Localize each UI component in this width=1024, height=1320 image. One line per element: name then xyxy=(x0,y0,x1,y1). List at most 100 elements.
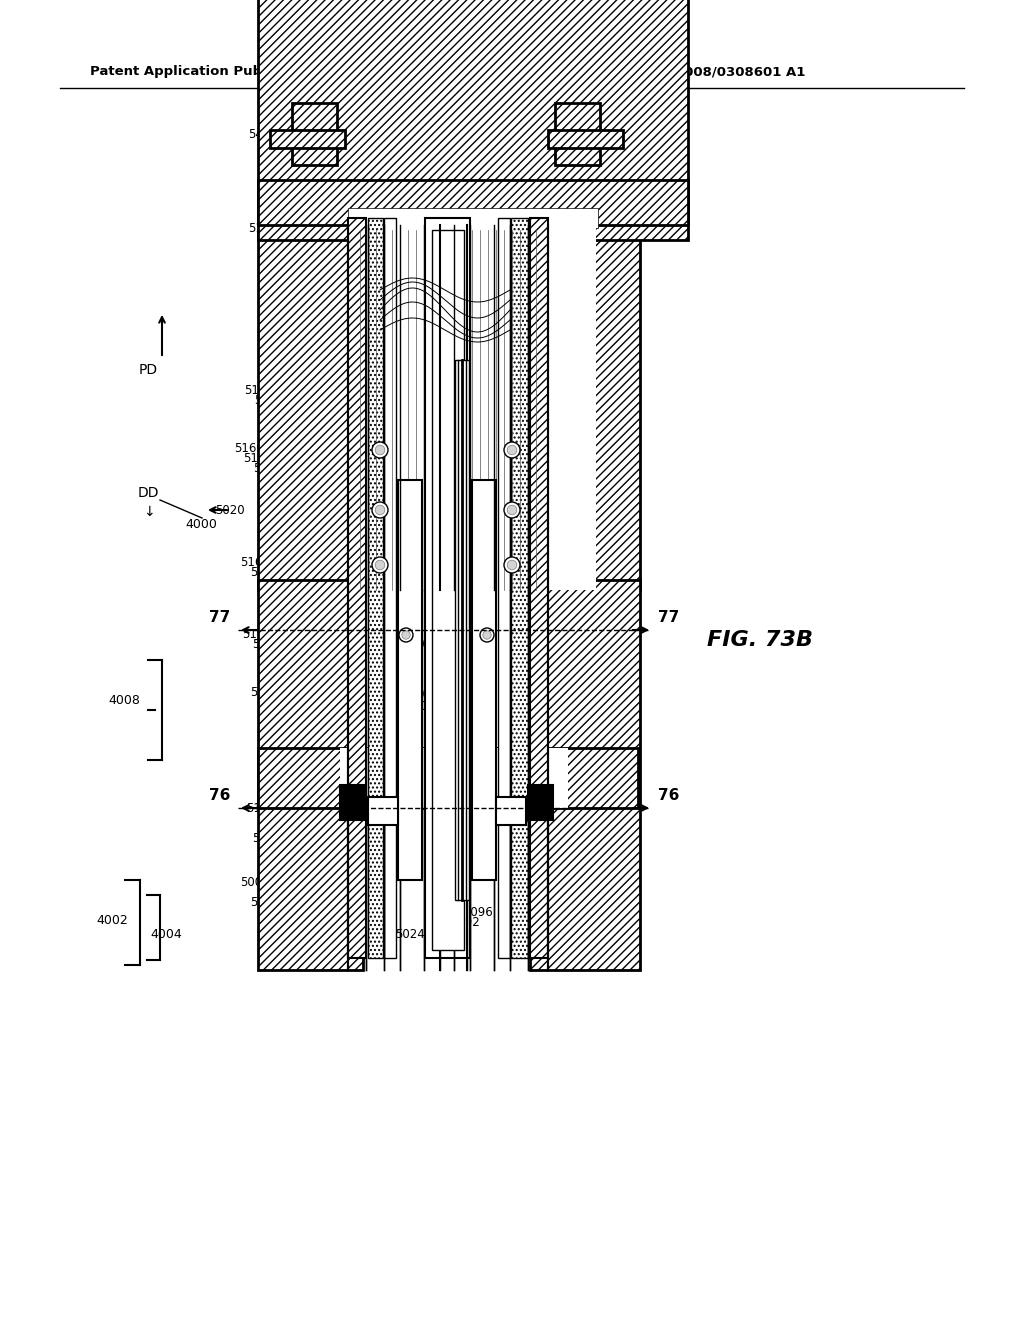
Bar xyxy=(455,360,469,900)
Text: 5164: 5164 xyxy=(547,689,577,701)
Circle shape xyxy=(504,442,520,458)
Bar xyxy=(368,797,398,825)
Text: 5096: 5096 xyxy=(250,895,280,908)
Bar xyxy=(270,129,345,148)
Bar xyxy=(425,218,470,958)
Text: 5122: 5122 xyxy=(562,639,592,652)
Text: 77: 77 xyxy=(658,610,679,624)
Text: 5400: 5400 xyxy=(285,253,314,267)
Circle shape xyxy=(504,502,520,517)
Text: 5021: 5021 xyxy=(565,458,595,471)
Text: 5001: 5001 xyxy=(252,832,282,845)
Circle shape xyxy=(375,560,385,570)
Text: DD: DD xyxy=(137,486,159,500)
Text: 5066: 5066 xyxy=(580,393,609,407)
Bar xyxy=(368,218,383,958)
Circle shape xyxy=(372,557,388,573)
Text: 5124: 5124 xyxy=(562,812,592,825)
Text: 5023: 5023 xyxy=(592,576,622,589)
Circle shape xyxy=(375,506,385,515)
Bar xyxy=(528,785,553,820)
Text: 5200: 5200 xyxy=(490,156,519,169)
Text: $\downarrow$: $\downarrow$ xyxy=(141,506,155,519)
Text: 5128: 5128 xyxy=(248,222,278,235)
Text: 5410: 5410 xyxy=(265,404,295,417)
Bar xyxy=(496,797,526,825)
Circle shape xyxy=(372,442,388,458)
Bar xyxy=(511,218,528,958)
Text: 5123: 5123 xyxy=(250,685,280,698)
Circle shape xyxy=(504,557,520,573)
Text: 5164: 5164 xyxy=(240,556,270,569)
Text: 5092: 5092 xyxy=(262,906,292,919)
Bar xyxy=(348,218,366,958)
Text: 5000: 5000 xyxy=(241,875,270,888)
Text: 5064: 5064 xyxy=(550,628,580,642)
Text: 5024: 5024 xyxy=(274,916,304,928)
Circle shape xyxy=(507,445,517,455)
Text: 5026: 5026 xyxy=(401,626,431,639)
Bar xyxy=(398,480,422,880)
Text: 5210: 5210 xyxy=(350,136,380,149)
Text: Dec. 18, 2008  Sheet 50 of 71: Dec. 18, 2008 Sheet 50 of 71 xyxy=(380,66,601,78)
Bar xyxy=(548,129,623,148)
Text: 5120: 5120 xyxy=(244,451,273,465)
Circle shape xyxy=(372,502,388,517)
Text: 5224: 5224 xyxy=(415,408,445,421)
Text: 5132: 5132 xyxy=(272,243,302,256)
Text: 5404: 5404 xyxy=(248,128,278,141)
Bar xyxy=(258,0,688,240)
Circle shape xyxy=(401,631,411,639)
Text: 4000: 4000 xyxy=(185,517,217,531)
Text: 5060: 5060 xyxy=(289,928,318,941)
Circle shape xyxy=(507,506,517,515)
Bar xyxy=(348,220,596,590)
Text: 4002: 4002 xyxy=(96,913,128,927)
Bar xyxy=(258,180,688,224)
Text: 4008: 4008 xyxy=(109,693,140,706)
Bar xyxy=(555,103,600,165)
Bar xyxy=(258,230,362,590)
Text: 5030: 5030 xyxy=(395,689,425,701)
Bar xyxy=(340,748,568,808)
Text: 5104: 5104 xyxy=(252,639,282,652)
Text: 5125: 5125 xyxy=(262,648,292,661)
Bar xyxy=(348,209,598,228)
Bar xyxy=(258,579,362,970)
Text: 5092: 5092 xyxy=(451,916,480,928)
Bar xyxy=(292,103,337,165)
Text: 5102: 5102 xyxy=(548,906,578,919)
Circle shape xyxy=(482,631,492,639)
Text: 5130: 5130 xyxy=(260,234,290,247)
Text: 77: 77 xyxy=(209,610,230,624)
Bar xyxy=(432,230,464,950)
Text: 5096: 5096 xyxy=(463,906,493,919)
Text: 5106: 5106 xyxy=(253,462,283,474)
Text: 76: 76 xyxy=(658,788,679,803)
Circle shape xyxy=(507,560,517,570)
Text: 5020: 5020 xyxy=(343,801,373,814)
Bar xyxy=(340,785,365,820)
Text: 5020: 5020 xyxy=(215,503,245,516)
Bar xyxy=(530,230,640,590)
Bar xyxy=(530,218,548,958)
Text: 5150: 5150 xyxy=(247,801,276,814)
Text: Patent Application Publication: Patent Application Publication xyxy=(90,66,317,78)
Text: FIG. 73B: FIG. 73B xyxy=(707,630,813,649)
Text: 5003: 5003 xyxy=(546,801,575,814)
Text: 76: 76 xyxy=(209,788,230,803)
Text: 5162: 5162 xyxy=(568,553,598,566)
Text: 5220: 5220 xyxy=(535,147,565,160)
Text: 5162: 5162 xyxy=(250,565,280,578)
Circle shape xyxy=(399,628,413,642)
Text: 5108: 5108 xyxy=(243,628,272,642)
Text: 5100: 5100 xyxy=(538,894,567,907)
Text: 4004: 4004 xyxy=(150,928,181,941)
Text: 5126: 5126 xyxy=(244,384,274,396)
Text: 5028: 5028 xyxy=(415,639,444,652)
Bar xyxy=(258,748,638,808)
Text: PD: PD xyxy=(138,363,158,378)
Bar xyxy=(472,480,496,880)
Bar xyxy=(498,218,510,958)
Bar xyxy=(530,579,640,970)
